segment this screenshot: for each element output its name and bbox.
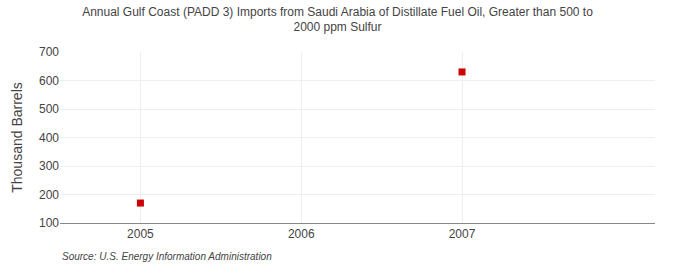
svg-text:2007: 2007 — [449, 227, 476, 241]
svg-text:Source: U.S. Energy Informatio: Source: U.S. Energy Information Administ… — [62, 251, 272, 262]
svg-text:200: 200 — [39, 188, 59, 202]
svg-text:300: 300 — [39, 159, 59, 173]
svg-text:2006: 2006 — [288, 227, 315, 241]
svg-text:100: 100 — [39, 216, 59, 230]
svg-text:2005: 2005 — [127, 227, 154, 241]
svg-text:700: 700 — [39, 45, 59, 59]
svg-text:400: 400 — [39, 131, 59, 145]
svg-text:Thousand Barrels: Thousand Barrels — [9, 82, 25, 193]
svg-text:Annual Gulf Coast (PADD 3) Imp: Annual Gulf Coast (PADD 3) Imports from … — [82, 5, 593, 35]
svg-text:600: 600 — [39, 74, 59, 88]
svg-text:500: 500 — [39, 102, 59, 116]
